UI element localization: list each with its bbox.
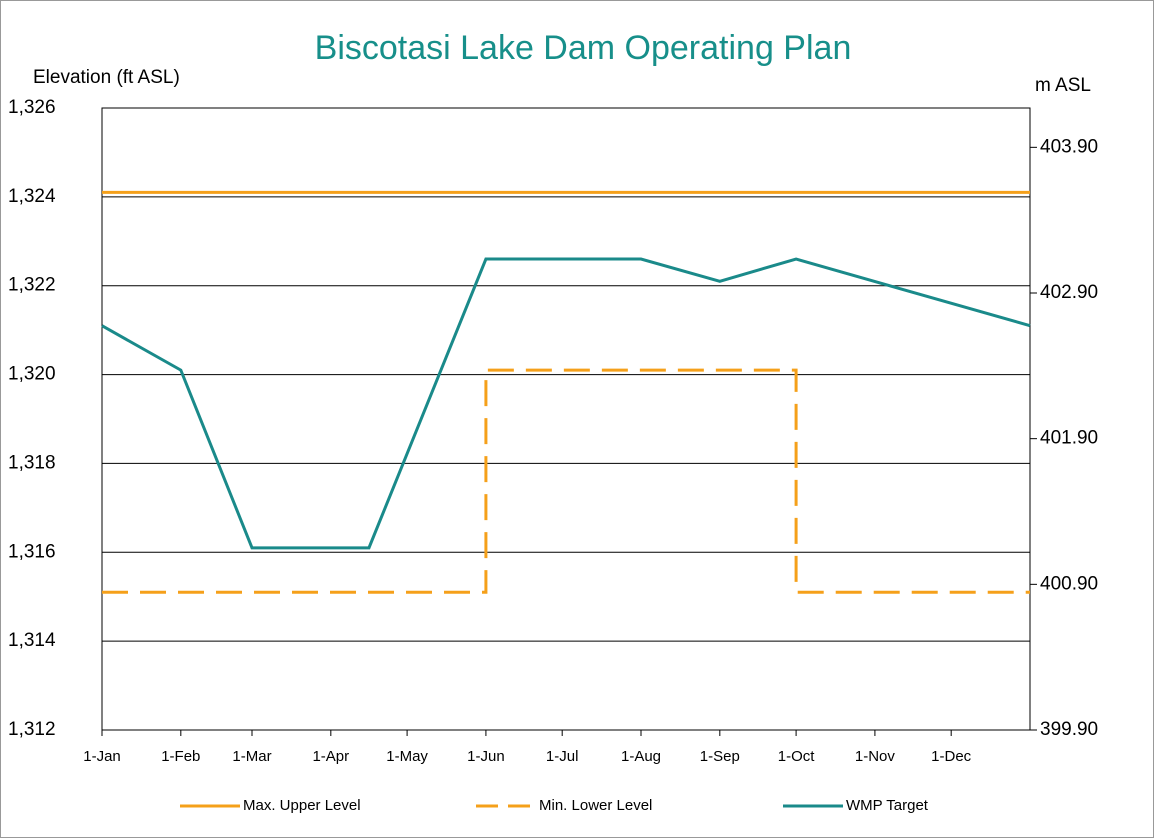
y2-tick-label: 401.90 [1040,428,1098,449]
y2-axis-label: m ASL [1035,75,1091,96]
y-axis-label: Elevation (ft ASL) [33,67,180,88]
x-tick-label: 1-Mar [232,748,271,765]
series-line [101,257,1031,550]
chart-title: Biscotasi Lake Dam Operating Plan [315,29,852,67]
x-tick-label: 1-Sep [700,748,740,765]
y2-tick-label: 403.90 [1040,136,1098,157]
y2-tick-label: 399.90 [1040,719,1098,740]
x-tick-label: 1-Oct [778,748,816,765]
x-tick-label: 1-Nov [855,748,896,765]
x-tick-label: 1-Dec [931,748,972,765]
y-tick-label: 1,320 [8,364,56,385]
y-tick-label: 1,324 [8,186,56,207]
y-tick-label: 1,318 [8,452,56,473]
legend-label: Max. Upper Level [243,797,361,814]
x-tick-label: 1-Aug [621,748,661,765]
y-tick-label: 1,312 [8,719,56,740]
y-tick-label: 1,326 [8,97,56,118]
x-tick-label: 1-May [386,748,428,765]
y-tick-label: 1,314 [8,630,56,651]
x-tick-label: 1-Jul [546,748,579,765]
x-tick-label: 1-Jun [467,748,505,765]
legend-label: Min. Lower Level [539,797,652,814]
x-tick-label: 1-Apr [312,748,349,765]
y-tick-label: 1,316 [8,541,56,562]
y-tick-label: 1,322 [8,275,56,296]
x-tick-label: 1-Jan [83,748,121,765]
y2-tick-label: 400.90 [1040,573,1098,594]
y2-tick-label: 402.90 [1040,282,1098,303]
legend-label: WMP Target [846,797,929,814]
x-tick-label: 1-Feb [161,748,200,765]
plot-frame [101,107,1031,731]
series-line [102,368,1030,594]
